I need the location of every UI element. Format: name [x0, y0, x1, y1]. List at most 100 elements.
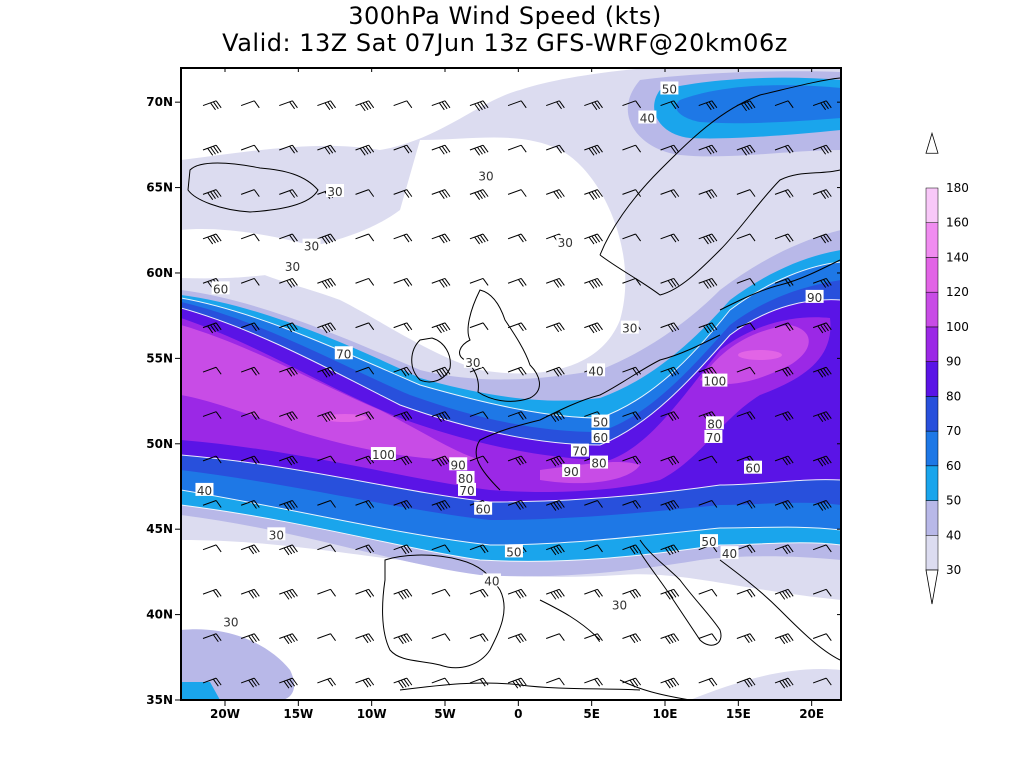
wind-barb	[431, 144, 451, 155]
band-60-70-north	[676, 85, 841, 124]
wind-barb	[240, 144, 260, 153]
wind-barb	[240, 544, 260, 555]
wind-barb	[812, 277, 832, 288]
colorbar-label: 90	[946, 355, 961, 369]
wind-barb	[812, 677, 832, 686]
wind-barb	[279, 588, 298, 600]
wind-barb	[812, 366, 832, 378]
wind-barb	[355, 322, 375, 331]
wind-barb	[736, 277, 756, 286]
wind-barb	[622, 544, 642, 555]
wind-barb	[431, 500, 451, 511]
map-title: 300hPa Wind Speed (kts)	[348, 2, 662, 30]
wind-barb	[355, 233, 375, 242]
wind-barb	[507, 233, 527, 243]
wind-barb	[736, 144, 756, 156]
wind-barb	[774, 500, 794, 510]
wind-barb	[736, 544, 756, 554]
wind-barb	[355, 189, 375, 197]
colorbar-label: 40	[946, 528, 961, 542]
wind-barb	[240, 277, 260, 286]
band-90-100	[181, 317, 831, 492]
wind-barb	[202, 588, 222, 598]
wind-barb	[660, 322, 680, 333]
wind-barb	[279, 233, 298, 243]
wind-barb	[507, 455, 527, 466]
wind-barb	[279, 366, 298, 377]
contour-label-bg	[556, 235, 575, 249]
colorbar-top-arrow	[925, 131, 939, 154]
wind-barb	[736, 233, 756, 242]
contour-label-bg	[474, 501, 493, 515]
wind-barb	[660, 277, 680, 288]
contour-label: 100	[703, 375, 726, 389]
wind-barb	[469, 322, 489, 331]
lon-tick-label: 20E	[799, 707, 824, 721]
wind-barb	[431, 677, 451, 686]
wind-barb	[317, 677, 336, 687]
wind-barb	[736, 411, 756, 420]
wind-barb	[812, 544, 832, 553]
wind-barb	[279, 455, 298, 466]
wind-barb	[546, 100, 565, 110]
contour-label: 30	[612, 598, 627, 612]
wind-barb	[507, 588, 527, 599]
lat-tick-label: 35N	[146, 693, 173, 707]
contour-label-bg	[744, 460, 762, 474]
wind-barb	[660, 588, 680, 600]
wind-barb	[774, 633, 794, 645]
wind-barb	[584, 100, 603, 111]
wind-barb	[355, 500, 375, 509]
wind-barb	[202, 633, 222, 643]
contour-label-bg	[805, 289, 824, 303]
wind-barb	[736, 633, 756, 644]
contour-label-bg	[326, 183, 344, 197]
contour-label-bg	[570, 443, 589, 457]
wind-barb	[546, 277, 565, 288]
colorbar-label: 140	[946, 250, 969, 264]
colorbar-label: 50	[946, 494, 961, 508]
contour-label: 40	[484, 574, 499, 588]
wind-barb	[698, 189, 718, 199]
wind-barb	[431, 100, 451, 111]
calm-area-north	[240, 137, 626, 374]
coastlines	[187, 77, 841, 700]
wind-barb	[317, 144, 336, 155]
wind-barb	[812, 500, 832, 511]
wind-barb	[393, 100, 413, 109]
contour-label: 70	[459, 484, 474, 498]
wind-barb	[431, 544, 451, 553]
wind-barb	[393, 588, 413, 600]
wind-barb	[469, 144, 489, 156]
wind-barb	[202, 677, 222, 687]
wind-barb	[507, 100, 527, 109]
wind-barb	[279, 189, 298, 198]
contour-label: 30	[269, 528, 284, 542]
colorbar-swatch	[925, 222, 939, 258]
wind-barb	[279, 500, 298, 511]
wind-barb	[469, 588, 489, 598]
lat-tick-label: 70N	[146, 95, 173, 109]
wind-barb	[431, 588, 451, 597]
map-subtitle: Valid: 13Z Sat 07Jun 13z GFS-WRF@20km06z	[222, 29, 788, 57]
wind-barb	[698, 500, 718, 508]
band-100-120	[181, 325, 480, 461]
contour-label: 30	[304, 240, 319, 254]
wind-barb	[469, 455, 489, 464]
wind-barb	[431, 455, 451, 467]
wind-barb	[698, 455, 718, 464]
wind-barb	[736, 588, 756, 598]
wind-barb	[507, 322, 527, 332]
wind-barb	[546, 366, 565, 377]
contour-label-bg	[458, 482, 476, 496]
wind-barb	[431, 411, 451, 423]
wind-barb	[812, 100, 832, 111]
wind-barb	[660, 500, 680, 511]
plot-frame	[180, 67, 842, 701]
lon-tick-label: 15E	[726, 707, 751, 721]
wind-barb	[736, 100, 756, 112]
lon-tick-label: 10W	[357, 707, 387, 721]
wind-barb	[622, 100, 642, 109]
contour-label-bg	[449, 457, 468, 471]
contour-label-bg	[720, 546, 739, 560]
